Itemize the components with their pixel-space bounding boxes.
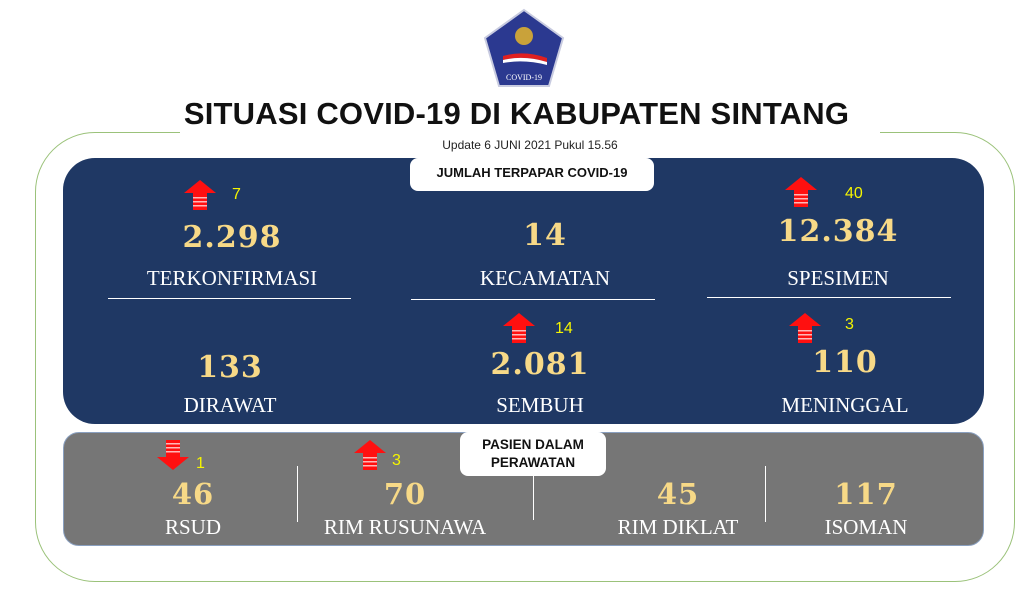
stat-change: 40 [845,185,863,202]
care-label: RSUD [164,515,222,539]
arrow-up-icon [785,177,817,207]
stat-value: 2.081 [490,347,590,382]
divider [707,297,951,298]
stat-value: 14 [523,218,567,253]
arrow-up-icon [503,313,535,343]
stat-change: 7 [232,186,241,203]
column-divider [533,476,534,520]
care-label: RIM RUSUNAWA [323,515,487,539]
care-value: 117 [834,477,898,511]
stat-value: 2.298 [182,220,282,255]
stat-change: 14 [555,320,573,337]
care-tag-line1: PASIEN DALAM [482,437,584,452]
care-label: RIM DIKLAT [617,515,739,539]
stat-label: MENINGGAL [781,393,909,417]
care-label: ISOMAN [824,515,908,539]
care-change: 1 [196,455,205,472]
covid-task-force-logo: COVID-19 [483,8,565,87]
stat-label: DIRAWAT [183,393,277,417]
care-tag-line2: PERAWATAN [490,455,576,470]
stat-label: SEMBUH [496,393,584,417]
stat-label: TERKONFIRMASI [146,266,318,290]
arrow-up-icon [184,180,216,210]
arrow-up-icon [354,440,386,470]
stat-label: SPESIMEN [787,266,889,290]
column-divider [765,466,766,522]
care-value: 46 [171,477,215,511]
divider [411,299,655,300]
arrow-down-icon [157,440,189,470]
title-gap [180,120,880,140]
care-panel-tag: PASIEN DALAM PERAWATAN [460,432,606,476]
care-value: 45 [656,477,700,511]
exposed-panel-tag: JUMLAH TERPAPAR COVID-19 [410,158,654,191]
exposed-panel [63,158,984,424]
stat-value: 12.384 [777,214,899,249]
divider [108,298,351,299]
stat-change: 3 [845,316,854,333]
care-value: 70 [383,477,427,511]
update-timestamp: Update 6 JUNI 2021 Pukul 15.56 [442,138,618,152]
care-change: 3 [392,452,401,469]
stat-value: 133 [197,350,263,385]
stat-label: KECAMATAN [479,266,611,290]
svg-text:COVID-19: COVID-19 [506,73,542,82]
stat-value: 110 [812,345,878,380]
column-divider [297,466,298,522]
page-title: SITUASI COVID-19 DI KABUPATEN SINTANG [183,96,850,131]
arrow-up-icon [789,313,821,343]
